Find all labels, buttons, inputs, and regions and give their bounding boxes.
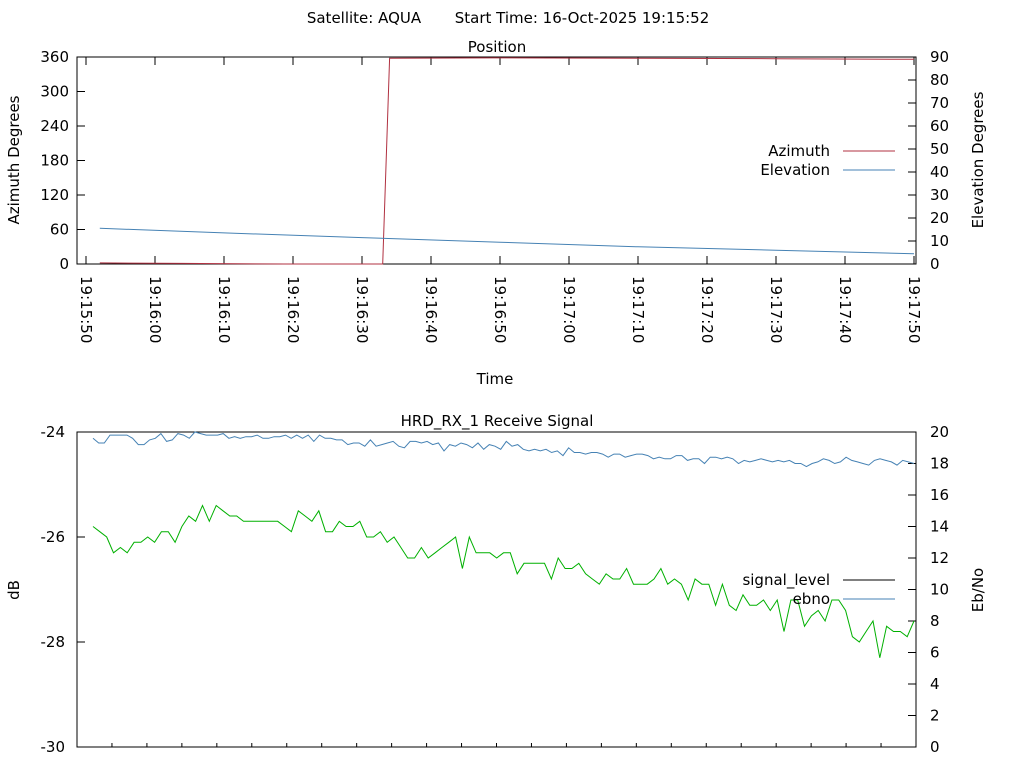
time-tick-label: 19:16:40 [422, 276, 440, 343]
position-left-axis: 0 60 120 180 240 300 360 [40, 48, 85, 273]
signal-db-axis: -30 -28 -26 -24 [41, 423, 85, 756]
ebno-tick-label: 4 [930, 675, 940, 693]
signal-legend: signal_level ebno [742, 571, 895, 608]
ebno-tick-label: 2 [930, 707, 940, 725]
azimuth-tick-label: 240 [40, 117, 69, 135]
position-chart: Position 0 60 120 180 240 300 360 0 10 20 30 40 50 6… [5, 38, 987, 388]
position-chart-title: Position [468, 38, 526, 56]
elevation-line [99, 227, 915, 255]
elevation-tick-label: 70 [930, 94, 949, 112]
start-time-label: Start Time: 16-Oct-2025 19:15:52 [455, 9, 710, 27]
signal-ebno-axis: 0 2 4 6 8 10 12 14 16 18 20 [908, 423, 949, 756]
azimuth-tick-label: 180 [40, 152, 69, 170]
ebno-tick-label: 20 [930, 423, 949, 441]
elevation-tick-label: 20 [930, 209, 949, 227]
legend-azimuth-label: Azimuth [768, 142, 830, 160]
receive-signal-chart-title: HRD_RX_1 Receive Signal [401, 412, 594, 431]
azimuth-tick-label: 300 [40, 83, 69, 101]
signal-plot-frame [76, 431, 917, 748]
time-axis-label: Time [476, 370, 514, 388]
ebno-tick-label: 8 [930, 612, 940, 630]
ebno-tick-label: 10 [930, 581, 949, 599]
time-tick-label: 19:17:50 [905, 276, 923, 343]
ebno-tick-label: 6 [930, 644, 940, 662]
elevation-tick-label: 30 [930, 186, 949, 204]
ebno-tick-label: 16 [930, 486, 949, 504]
azimuth-tick-label: 0 [59, 255, 69, 273]
time-tick-label: 19:17:10 [629, 276, 647, 343]
time-tick-label: 19:16:10 [215, 276, 233, 343]
azimuth-tick-label: 60 [50, 221, 69, 239]
elevation-tick-label: 10 [930, 232, 949, 250]
time-tick-label: 19:16:00 [146, 276, 164, 343]
db-axis-label: dB [5, 580, 23, 600]
time-tick-label: 19:16:30 [353, 276, 371, 343]
position-series [99, 57, 915, 265]
azimuth-tick-label: 120 [40, 186, 69, 204]
time-tick-label: 19:16:50 [491, 276, 509, 343]
time-tick-label: 19:17:40 [836, 276, 854, 343]
position-legend: Azimuth Elevation [760, 142, 895, 179]
elevation-tick-label: 60 [930, 117, 949, 135]
signal-time-axis [111, 743, 882, 747]
legend-ebno-label: ebno [793, 590, 830, 608]
elevation-tick-label: 80 [930, 71, 949, 89]
elevation-tick-label: 50 [930, 140, 949, 158]
time-tick-label: 19:17:00 [560, 276, 578, 343]
ebno-tick-label: 0 [930, 738, 940, 756]
time-tick-label: 19:16:20 [284, 276, 302, 343]
ebno-tick-label: 12 [930, 549, 949, 567]
ebno-axis-label: Eb/No [969, 568, 987, 612]
azimuth-tick-label: 360 [40, 48, 69, 66]
elevation-tick-label: 90 [930, 48, 949, 66]
time-tick-label: 19:17:30 [767, 276, 785, 343]
time-tick-label: 19:17:20 [698, 276, 716, 343]
ebno-tick-label: 14 [930, 518, 949, 536]
legend-signal-level-label: signal_level [742, 571, 830, 590]
position-right-axis: 0 10 20 30 40 50 60 70 80 90 [908, 48, 949, 273]
position-time-axis: 19:15:50 19:16:00 19:16:10 19:16:20 19:16:30… [77, 57, 923, 343]
satellite-label: Satellite: AQUA [307, 9, 422, 27]
ebno-tick-label: 18 [930, 455, 949, 473]
azimuth-line [99, 57, 915, 265]
ebno-line [92, 431, 915, 468]
db-tick-label: -28 [41, 633, 66, 651]
db-tick-label: -26 [41, 528, 66, 546]
elevation-tick-label: 0 [930, 255, 940, 273]
receive-signal-chart: HRD_RX_1 Receive Signal -30 -28 -26 -24 0 2 4… [5, 412, 987, 756]
elevation-tick-label: 40 [930, 163, 949, 181]
green-signal-line [92, 504, 915, 658]
time-tick-label: 19:15:50 [77, 276, 95, 343]
legend-elevation-label: Elevation [760, 161, 830, 179]
signal-series [92, 431, 915, 658]
elevation-axis-label: Elevation Degrees [969, 91, 987, 228]
db-tick-label: -24 [41, 423, 66, 441]
azimuth-axis-label: Azimuth Degrees [5, 95, 23, 224]
db-tick-label: -30 [41, 738, 66, 756]
